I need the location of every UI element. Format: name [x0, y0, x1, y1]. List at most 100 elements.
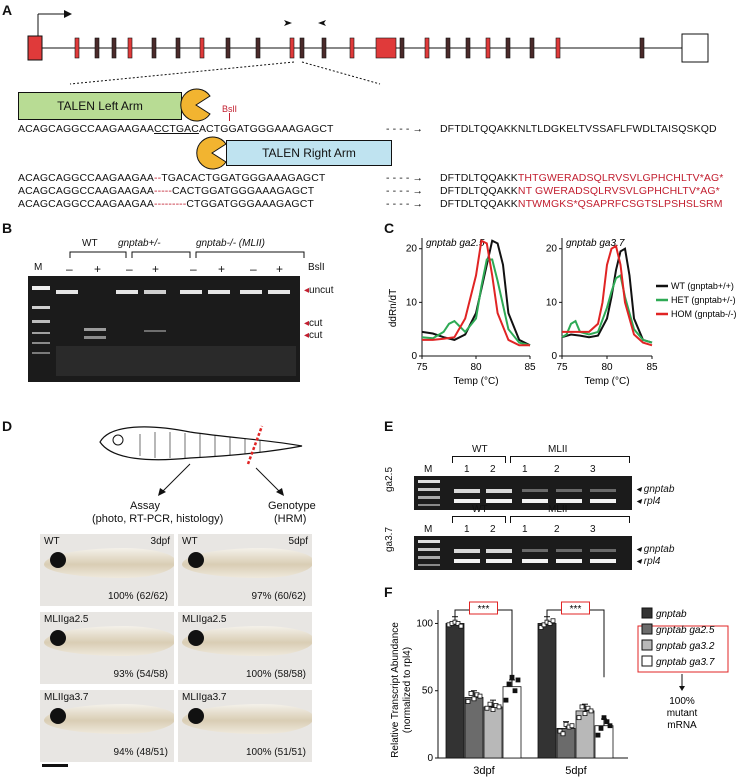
chart-f-point-1-3-3: [604, 719, 610, 725]
larva-genotype-label: MLIIga3.7: [182, 692, 227, 703]
talen-left-arm: TALEN Left Arm: [18, 92, 182, 120]
chart-f-legend-swatch-0: [641, 607, 653, 619]
gel-e-lane-1-3: 2: [554, 524, 560, 535]
larva-eye: [188, 708, 204, 724]
chart-f-point-1-2-4: [588, 708, 594, 714]
gel-e-bracket-wt-1: [452, 516, 506, 523]
talen-left-label: TALEN Left Arm: [57, 99, 143, 113]
gel-e-group-mlii-0: MLII: [548, 444, 568, 455]
chart-f-category-0: 3dpf: [473, 765, 495, 777]
gel-b-band-cut-2: ◂cut: [304, 330, 323, 341]
chart-f-point-0-1-1: [468, 691, 474, 696]
chart-c-legend-label-0: WT (gnptab+/+): [671, 281, 734, 291]
larva-body: [182, 704, 312, 734]
exon-9: [225, 37, 231, 59]
gel-e-band-top-0: ◂ gnptab: [636, 484, 675, 495]
panel-label-f: F: [384, 584, 393, 600]
chart-f-ytick-label-1: 50: [422, 686, 434, 697]
gel-e-lane-0-3: 2: [554, 464, 560, 475]
larva-body: [182, 626, 312, 656]
gel-e-lane-0-0: 1: [464, 464, 470, 475]
chart-c-ytick-label-1-2: 20: [546, 244, 558, 255]
larva-body: [182, 548, 312, 578]
panel-label-e: E: [384, 418, 394, 434]
gel-e-band-bottom-0: ◂ rpl4: [636, 496, 661, 507]
chart-c-xlabel-0: Temp (°C): [453, 376, 498, 387]
gel-b-enzyme-label: BslI: [308, 262, 325, 273]
chart-f-point-1-2-2: [582, 711, 588, 716]
larva-genotype-label: MLIIga2.5: [182, 614, 227, 625]
panel-label-c: C: [384, 220, 395, 236]
larva-photo-5: MLIIga3.7 94% (48/51): [40, 690, 174, 762]
chart-f-bar-1-0: [537, 623, 557, 759]
exon-10: [255, 37, 261, 59]
gel-e-bracket-wt-0: [452, 456, 506, 463]
chart-f-point-0-3-4: [515, 677, 521, 683]
chart-f-sig-box-1: [561, 601, 590, 615]
chart-f-point-0-2-0: [484, 705, 490, 711]
gel-e-bracket-mlii-0: [510, 456, 630, 463]
chart-f-sig-label-0: ***: [478, 604, 490, 615]
larva-penetrance: 93% (54/58): [113, 669, 168, 680]
chart-c-legend-label-2: HOM (gnptab-/-): [671, 309, 736, 319]
chart-f-point-0-1-2: [471, 696, 477, 702]
larva-penetrance: 100% (58/58): [245, 669, 306, 680]
mutant-sequence-2: ACAGCAGGCCAAGAAGAA-----CACTGGATGGGAAAGAG…: [18, 185, 315, 197]
gel-e-lane-1-2: 1: [522, 524, 528, 535]
zoom-line-right: [301, 61, 381, 85]
chart-c-ytick-label-0-2: 20: [406, 244, 418, 255]
larva-photo-3: MLIIga2.5 93% (54/58): [40, 612, 174, 684]
chart-c-title-1: gnptab ga3.7: [566, 238, 625, 249]
gel-b-band-uncut: ◂uncut: [304, 285, 334, 296]
gel-b-lane-8: +: [276, 262, 284, 276]
chart-c-xlabel-1: Temp (°C): [584, 376, 629, 387]
mutant-protein-1: DFTDLTQQAKKTHTGWERADSQLRVSVLGPHCHLTV*AG*: [440, 172, 724, 184]
exon-20: [485, 37, 491, 59]
chart-f-point-1-0-4: [550, 618, 556, 624]
primer-reverse-icon: [318, 20, 326, 26]
larva-genotype-label: WT: [182, 536, 198, 547]
chart-c-ytick-label-0-0: 0: [411, 351, 417, 362]
chart-f-point-1-3-2: [601, 715, 607, 721]
chart-f-sig-box-0: [469, 601, 498, 615]
chart-f-legend-label-2: gnptab ga3.2: [656, 641, 715, 652]
chart-f-legend-label-1: gnptab ga2.5: [656, 625, 715, 636]
larva-eye: [188, 552, 204, 568]
chart-f-point-0-2-4: [496, 704, 502, 710]
gel-b-group-mlii: gnptab-/- (MLII): [196, 238, 265, 249]
chart-f-category-1: 5dpf: [565, 765, 587, 777]
chart-f-note-1: mutant: [667, 708, 698, 719]
exon-8: [199, 37, 205, 59]
panel-label-a: A: [2, 2, 13, 18]
exon-first: [27, 35, 43, 61]
gel-b-bands: [32, 286, 296, 376]
gel-e-marker-0: M: [424, 464, 433, 475]
chart-f-bar-0-3: [502, 686, 522, 759]
chart-f-bar-0-1: [464, 697, 484, 759]
chart-c-xtick-label-1-0: 75: [556, 362, 568, 373]
chart-f-ytick-label-0: 0: [427, 753, 433, 764]
chart-c-title-0: gnptab ga2.5: [426, 238, 485, 249]
exon-19: [465, 37, 471, 59]
exon-22: [529, 37, 535, 59]
chart-f-point-1-0-3: [547, 621, 553, 626]
larva-body: [44, 704, 174, 734]
chart-c-ylabel: ddRn/dT: [388, 289, 399, 327]
panel-label-d: D: [2, 418, 13, 434]
chart-f-legend-swatch-1: [641, 623, 653, 635]
chart-f-bar-0-0: [445, 623, 465, 759]
mutant-sequence-1: ACAGCAGGCCAAGAAGAA--TGACACTGGATGGGAAAGAG…: [18, 172, 326, 184]
gel-b-band-cut-1: ◂cut: [304, 318, 323, 329]
chart-f-point-1-3-1: [598, 725, 604, 731]
exon-14: [349, 37, 355, 59]
exon-2: [74, 37, 80, 59]
gel-e-image-0: [414, 476, 632, 510]
chart-f-point-1-2-0: [576, 715, 582, 721]
chart-f-point-0-2-2: [490, 707, 496, 712]
larva-stage-label: 3dpf: [150, 536, 170, 547]
nuclease-right-icon: [196, 136, 227, 170]
larva-penetrance: 94% (48/51): [113, 747, 168, 758]
wt-arrow: - - - - →: [386, 123, 424, 135]
gene-diagram: [27, 10, 709, 85]
chart-c-ytick-label-1-1: 10: [546, 297, 558, 308]
